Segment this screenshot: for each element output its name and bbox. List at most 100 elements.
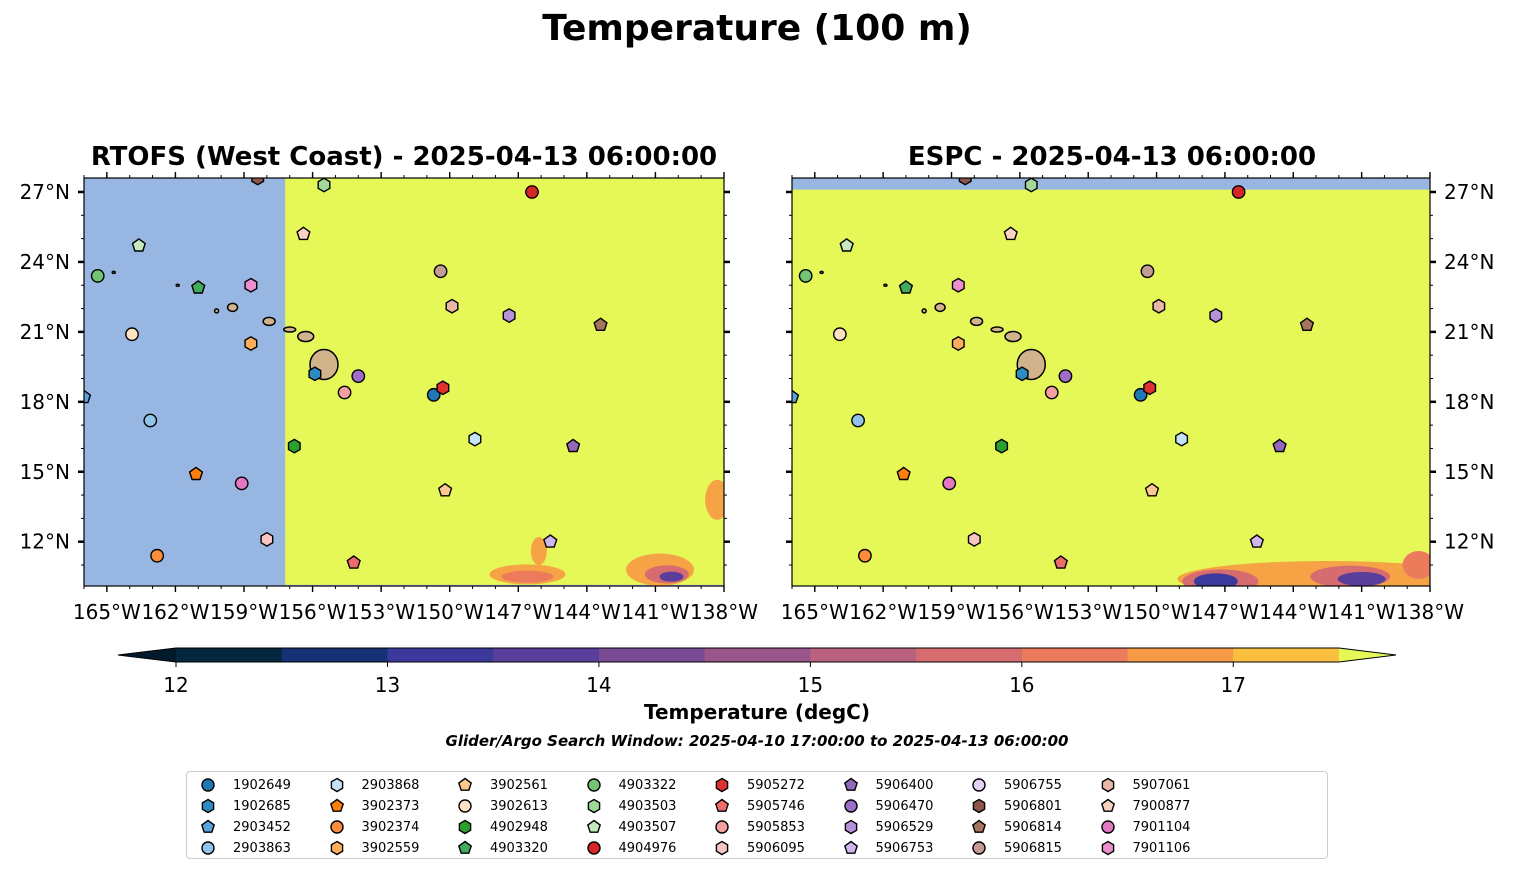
legend-item-3902374: 3902374 <box>326 817 420 837</box>
legend-label: 2903452 <box>233 819 291 835</box>
legend-marker <box>972 778 986 792</box>
legend-label: 1902685 <box>233 798 291 814</box>
float-3902613 <box>832 327 847 342</box>
legend-marker <box>201 798 215 814</box>
legend-label: 4903322 <box>618 777 677 793</box>
legend-marker <box>971 819 987 833</box>
legend-marker-1902649 <box>201 778 215 792</box>
legend-item-7901104: 7901104 <box>1097 817 1190 837</box>
legend-marker <box>586 841 601 855</box>
float-4904976 <box>1231 185 1246 199</box>
legend-marker-2903868 <box>330 777 343 793</box>
legend-item-1902685: 1902685 <box>197 796 291 816</box>
colorbar-tick-label: 13 <box>375 673 400 697</box>
legend-label: 3902374 <box>361 819 420 835</box>
legend-label: 4902948 <box>490 819 548 835</box>
colorbar-bin <box>1233 648 1340 662</box>
island <box>990 326 1004 333</box>
legend-label: 5906753 <box>875 840 934 856</box>
legend-label: 5905746 <box>747 798 805 814</box>
legend-marker <box>330 777 343 793</box>
lon-tick-label: 159°W <box>210 600 278 624</box>
colorbar-bin <box>704 648 811 662</box>
float-5906470 <box>351 369 366 384</box>
float-4903322 <box>798 269 813 283</box>
float-5906400 <box>565 438 581 453</box>
legend-marker-5906400 <box>843 777 858 791</box>
legend-marker <box>1100 798 1115 812</box>
float-4902948 <box>287 438 301 454</box>
float-5907061 <box>1152 298 1166 314</box>
island <box>262 316 276 327</box>
float-7900877 <box>1003 226 1018 241</box>
float-5906095 <box>260 531 274 547</box>
legend-label: 5906755 <box>1004 777 1062 793</box>
colorbar-bin <box>810 648 917 662</box>
float-1902685 <box>308 366 322 382</box>
colorbar-bin <box>176 648 283 662</box>
legend-marker-7900877 <box>1100 798 1115 812</box>
legend-item-4904976: 4904976 <box>583 838 677 858</box>
colorbar-label: Temperature (degC) <box>644 700 870 724</box>
legend-label: 5906529 <box>875 819 934 835</box>
legend-item-3902561: 3902561 <box>454 775 548 795</box>
legend-label: 3902561 <box>490 777 548 793</box>
lat-tick-label: 24°N <box>20 250 70 274</box>
legend-item-2903868: 2903868 <box>326 775 419 795</box>
legend-label: 4904976 <box>618 840 677 856</box>
cool-patch <box>1337 572 1386 586</box>
lon-tick-label: 165°W <box>73 600 141 624</box>
legend-item-2903452: 2903452 <box>197 817 291 837</box>
lon-tick-label: 147°W <box>484 600 552 624</box>
colorbar-bin <box>916 648 1023 662</box>
legend-label: 5907061 <box>1132 777 1191 793</box>
legend-item-4903507: 4903507 <box>583 817 676 837</box>
float-7901106 <box>244 277 258 293</box>
colorbar-bin <box>281 648 388 662</box>
float-3902561 <box>437 482 453 497</box>
lon-tick-label: 138°W <box>690 600 758 624</box>
lat-tick-label: 12°N <box>20 530 70 554</box>
lon-tick-label: 162°W <box>141 600 209 624</box>
island <box>883 283 888 287</box>
legend-item-4902948: 4902948 <box>454 817 548 837</box>
legend-marker <box>330 840 343 856</box>
figure-title: Temperature (100 m) <box>542 8 972 49</box>
legend-marker <box>457 840 473 854</box>
float-5906753 <box>543 534 558 548</box>
legend-item-7900877: 7900877 <box>1097 796 1190 816</box>
legend-marker <box>844 819 857 835</box>
legend-item-5906529: 5906529 <box>840 817 934 837</box>
legend-item-5905272: 5905272 <box>711 775 805 795</box>
legend-item-2903863: 2903863 <box>197 838 291 858</box>
float-4903320 <box>191 280 206 294</box>
legend-marker <box>715 820 729 834</box>
lon-tick-label: 159°W <box>918 600 986 624</box>
legend-marker <box>201 841 215 855</box>
legend-item-5907061: 5907061 <box>1097 775 1191 795</box>
island <box>282 326 297 333</box>
float-2903452 <box>84 389 92 404</box>
float-5906095 <box>967 531 981 547</box>
legend-item-3902613: 3902613 <box>454 796 548 816</box>
lon-tick-label: 147°W <box>1191 600 1259 624</box>
float-legend: 1902649 1902685 2903452 2903863 2903868 39023… <box>186 771 1328 859</box>
float-4903503 <box>317 178 331 193</box>
legend-marker-5907061 <box>1101 777 1114 793</box>
lat-tick-label: 21°N <box>20 320 70 344</box>
legend-item-5905746: 5905746 <box>711 796 805 816</box>
legend-marker-1902685 <box>201 798 215 814</box>
legend-marker-2903863 <box>201 841 215 855</box>
legend-marker <box>458 819 472 835</box>
legend-item-3902373: 3902373 <box>326 796 419 816</box>
legend-marker-5906753 <box>843 840 858 854</box>
legend-marker <box>1101 840 1114 856</box>
legend-item-1902649: 1902649 <box>197 775 291 795</box>
legend-marker <box>200 819 216 833</box>
float-3902374 <box>150 548 165 563</box>
float-3902561 <box>1144 482 1160 497</box>
island <box>226 302 239 313</box>
float-2903452 <box>792 389 800 404</box>
legend-item-4903503: 4903503 <box>583 796 677 816</box>
legend-label: 4903503 <box>618 798 677 814</box>
